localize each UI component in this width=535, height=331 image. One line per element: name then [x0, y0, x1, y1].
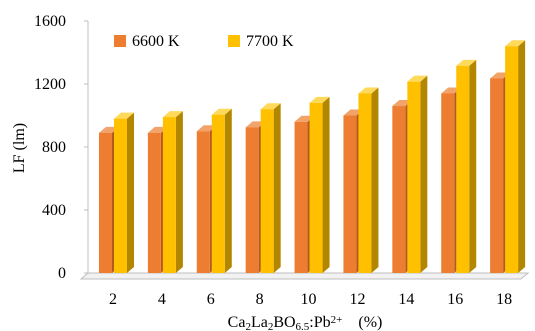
x-axis-label-part: 2+ [331, 314, 343, 326]
bar [505, 40, 526, 274]
bar-front [260, 109, 274, 273]
x-tick-label: 8 [256, 291, 264, 308]
bar-side [420, 75, 428, 273]
bar-front [407, 81, 421, 273]
legend-label: 7700 K [246, 33, 294, 50]
legend-label: 6600 K [132, 33, 180, 50]
y-tick-label: 1200 [34, 76, 66, 93]
bar-top [309, 96, 330, 103]
x-axis-label-part: 2 [245, 321, 251, 331]
x-tick-label: 16 [447, 291, 463, 308]
bar [260, 103, 281, 273]
bar-top [456, 59, 477, 66]
y-tick-label: 1600 [34, 13, 66, 30]
x-axis-label-part: BO [273, 314, 295, 331]
bar-front [162, 117, 176, 273]
legend-swatch [114, 35, 126, 47]
y-axis-label: LF (lm) [11, 123, 28, 173]
bar-top [358, 87, 379, 94]
bar-front [490, 78, 504, 273]
axes [79, 20, 530, 280]
bar-side [127, 112, 134, 274]
x-tick-label: 4 [158, 291, 166, 308]
bar-top [260, 103, 281, 110]
bar-side [371, 87, 379, 273]
bar-side [469, 59, 477, 274]
bar-front [505, 46, 519, 274]
bar-top [114, 112, 134, 119]
x-tick-label: 12 [349, 291, 365, 308]
bar-top [505, 40, 526, 47]
bar [309, 96, 330, 274]
bar [456, 59, 477, 274]
x-axis-label-part: Ca [228, 314, 246, 331]
bar [407, 75, 428, 273]
bar [211, 108, 232, 274]
x-axis-label-part: 6.5 [296, 321, 310, 331]
x-tick-label: 14 [398, 291, 414, 308]
bar-front [147, 132, 161, 273]
bar-front [358, 93, 372, 273]
x-tick-label: 2 [109, 291, 117, 308]
bar-front [245, 127, 259, 273]
y-tick-label: 400 [42, 202, 66, 219]
x-axis-label-part: :Pb [309, 314, 330, 331]
bar-front [211, 114, 225, 274]
bar [358, 87, 379, 273]
x-axis-label-part: La [251, 314, 268, 331]
bar [162, 111, 183, 273]
bar-side [273, 103, 281, 273]
x-axis-label-part: 2 [268, 321, 274, 331]
bar [114, 112, 134, 274]
tick-labels: 0 400 800 1200 1600 2 4 6 8 10 12 14 16 18 [34, 13, 512, 308]
bar-front [309, 102, 323, 274]
legend: 6600 K 7700 K [114, 33, 294, 50]
x-tick-label: 10 [301, 291, 317, 308]
bar-front [196, 131, 210, 273]
x-tick-label: 18 [496, 291, 512, 308]
bars [99, 40, 526, 274]
legend-item: 6600 K [114, 33, 180, 50]
bar-top [407, 75, 428, 82]
bar-front [343, 115, 357, 273]
bar-front [392, 106, 406, 273]
bar-top [162, 111, 183, 118]
bar-side [224, 108, 232, 274]
x-axis-label-part: (%) [342, 314, 382, 331]
x-axis-label: Ca2La2BO6.5:Pb2+ (%) [228, 314, 383, 331]
bar-front [99, 132, 112, 273]
y-tick-label: 0 [58, 265, 66, 282]
y-tick-label: 800 [42, 139, 66, 156]
bar-side [518, 40, 526, 274]
bar-side [322, 96, 330, 274]
bar-front [441, 93, 455, 273]
bar-front [294, 121, 308, 273]
x-tick-label: 6 [207, 291, 215, 308]
bar-front [114, 118, 127, 274]
bar-front [456, 65, 470, 273]
floor [79, 272, 530, 280]
bar-top [211, 108, 232, 115]
legend-swatch [228, 35, 240, 47]
bar-side [175, 111, 183, 273]
legend-item: 7700 K [228, 33, 294, 50]
